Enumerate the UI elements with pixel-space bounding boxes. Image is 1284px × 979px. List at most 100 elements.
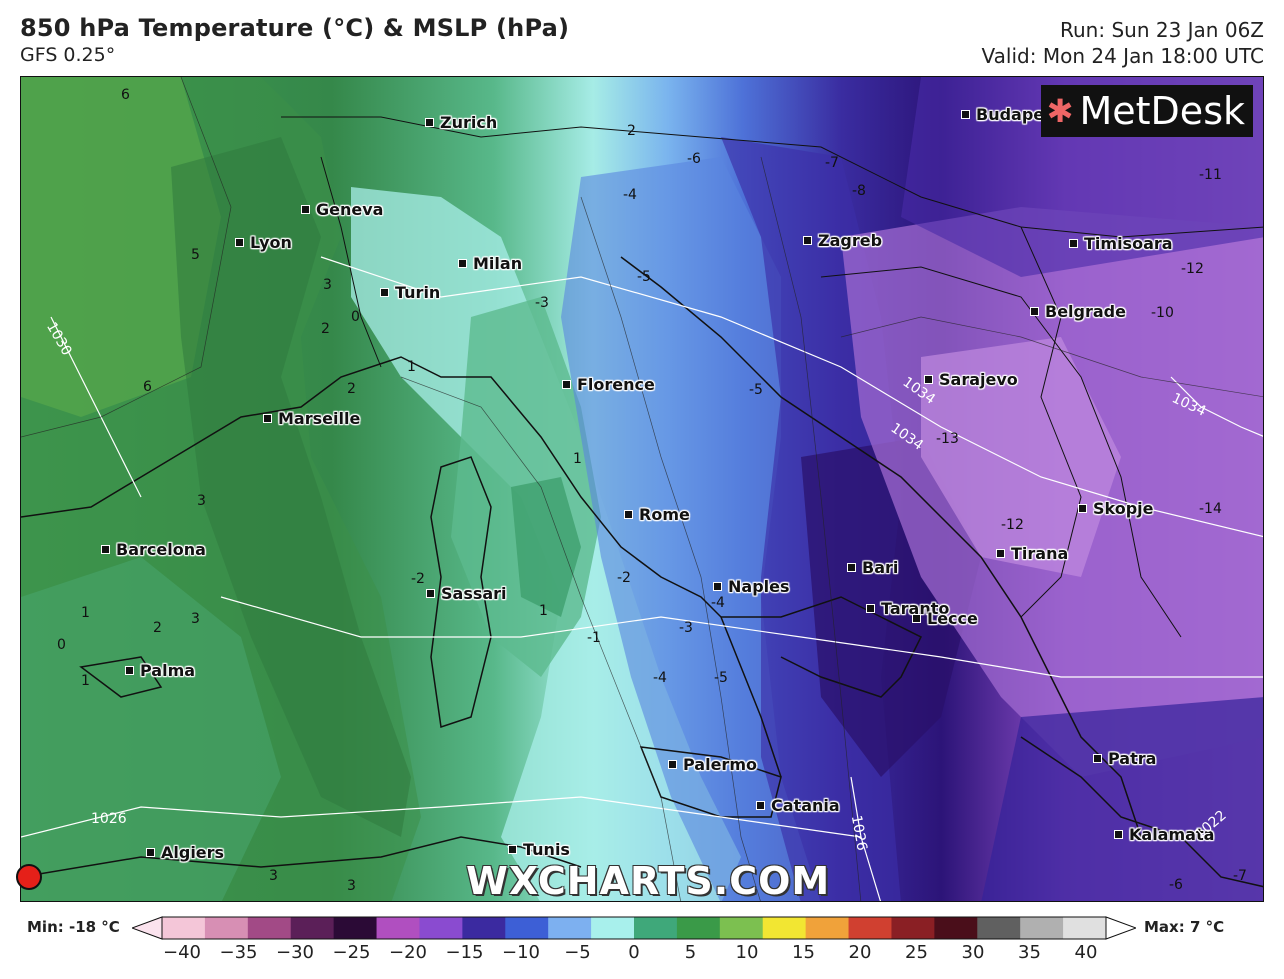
isobar-label: 1026 xyxy=(91,811,127,827)
contour-label: -13 xyxy=(936,431,959,447)
contour-label: 3 xyxy=(191,611,200,627)
legend-color-segment xyxy=(719,917,764,939)
city-label: Algiers xyxy=(146,843,224,862)
legend-tick-label: −10 xyxy=(502,942,540,963)
contour-label: 3 xyxy=(269,868,278,884)
city-label: Timisoara xyxy=(1069,234,1173,253)
chart-title: 850 hPa Temperature (°C) & MSLP (hPa) xyxy=(20,14,570,42)
location-marker[interactable] xyxy=(16,864,42,890)
legend-tick-label: 40 xyxy=(1074,942,1098,963)
contour-label: 2 xyxy=(627,123,636,139)
legend-color-segment xyxy=(805,917,850,939)
contour-label: -7 xyxy=(1233,868,1247,884)
legend-tick-label: 25 xyxy=(905,942,928,963)
city-label: Milan xyxy=(458,254,522,273)
contour-label: 5 xyxy=(191,247,200,263)
city-label: Patra xyxy=(1093,749,1156,768)
city-label: Zurich xyxy=(425,113,497,132)
contour-label: -10 xyxy=(1151,305,1174,321)
legend-color-segment xyxy=(376,917,420,939)
city-label: Barcelona xyxy=(101,540,206,559)
contour-label: -5 xyxy=(637,269,651,285)
legend-left-arrow xyxy=(132,916,163,940)
city-label: Bari xyxy=(847,558,898,577)
legend-tick-label: −30 xyxy=(276,942,314,963)
contour-label: -4 xyxy=(653,670,667,686)
contour-label: -5 xyxy=(749,382,763,398)
contour-label: 2 xyxy=(347,381,356,397)
contour-label: -5 xyxy=(714,670,728,686)
city-label: Tirana xyxy=(996,544,1068,563)
city-label: Sassari xyxy=(426,584,507,603)
contour-label: 1 xyxy=(407,359,416,375)
city-label: Turin xyxy=(380,283,440,302)
city-label: Marseille xyxy=(263,409,360,428)
contour-label: 1 xyxy=(573,451,582,467)
city-label: Lecce xyxy=(912,609,978,628)
city-label: Geneva xyxy=(301,200,383,219)
legend-color-segment xyxy=(934,917,978,939)
legend-max-label: Max: 7 °C xyxy=(1144,918,1225,936)
city-label: Kalamata xyxy=(1114,825,1214,844)
legend-color-segment xyxy=(1020,917,1064,939)
city-label: Lyon xyxy=(235,233,292,252)
legend-color-segment xyxy=(891,917,935,939)
legend-min-label: Min: -18 °C xyxy=(27,918,120,936)
city-label: Naples xyxy=(713,577,790,596)
legend-tick-label: −20 xyxy=(389,942,427,963)
temperature-field xyxy=(21,77,1263,901)
legend-color-segment xyxy=(676,917,721,939)
contour-label: -7 xyxy=(825,155,839,171)
metdesk-logo: ✱ MetDesk xyxy=(1041,85,1253,137)
legend-color-segment xyxy=(333,917,378,939)
legend-tick-label: −35 xyxy=(219,942,258,963)
contour-label: -4 xyxy=(623,187,637,203)
legend-color-segment xyxy=(247,917,292,939)
legend-color-segment xyxy=(462,917,506,939)
legend-color-segment xyxy=(204,917,249,939)
city-label: Palma xyxy=(125,661,195,680)
temperature-legend: Min: -18 °C Max: 7 °C −40 −35 −30 −25 −20 −15… xyxy=(0,910,1284,979)
contour-label: -3 xyxy=(679,620,693,636)
legend-tick-label: −15 xyxy=(445,942,484,963)
city-label: Palermo xyxy=(668,755,757,774)
city-label: Zagreb xyxy=(803,231,882,250)
weather-map[interactable]: Zurich Geneva Lyon Milan Turin Florence … xyxy=(20,76,1264,902)
legend-color-segment xyxy=(162,917,206,939)
city-label: Catania xyxy=(756,796,840,815)
contour-label: 1 xyxy=(81,605,90,621)
legend-tick-label: 5 xyxy=(684,942,697,963)
run-time-label: Run: Sun 23 Jan 06Z xyxy=(1060,18,1264,42)
legend-color-segment xyxy=(1063,917,1107,939)
contour-label: -4 xyxy=(711,595,725,611)
contour-label: -11 xyxy=(1199,167,1222,183)
contour-label: 2 xyxy=(153,620,162,636)
legend-tick-label: 0 xyxy=(628,942,640,963)
legend-tick-label: −25 xyxy=(332,942,371,963)
city-label: Tunis xyxy=(508,840,570,859)
contour-label: 1 xyxy=(539,603,548,619)
city-label: Sarajevo xyxy=(924,370,1018,389)
legend-tick-label: 35 xyxy=(1018,942,1041,963)
contour-label: 6 xyxy=(143,379,152,395)
contour-label: -12 xyxy=(1181,261,1204,277)
contour-label: -6 xyxy=(1169,877,1183,893)
legend-tick-label: 15 xyxy=(792,942,815,963)
contour-label: 0 xyxy=(351,309,360,325)
contour-label: 0 xyxy=(57,637,66,653)
legend-color-segment xyxy=(290,917,335,939)
contour-label: -12 xyxy=(1001,517,1024,533)
city-label: Taranto xyxy=(866,599,949,618)
contour-label: 6 xyxy=(121,87,130,103)
wxcharts-watermark: WXCHARTS.COM xyxy=(466,859,831,902)
valid-time-label: Valid: Mon 24 Jan 18:00 UTC xyxy=(981,44,1264,68)
legend-tick-label: 20 xyxy=(848,942,872,963)
city-label: Budapest xyxy=(961,105,1061,124)
contour-label: 3 xyxy=(323,277,332,293)
contour-label: -2 xyxy=(617,570,631,586)
metdesk-star-icon: ✱ xyxy=(1046,92,1074,130)
legend-color-segment xyxy=(505,917,549,939)
legend-color-segment xyxy=(848,917,892,939)
city-label: Rome xyxy=(624,505,690,524)
contour-label: 1 xyxy=(81,673,90,689)
